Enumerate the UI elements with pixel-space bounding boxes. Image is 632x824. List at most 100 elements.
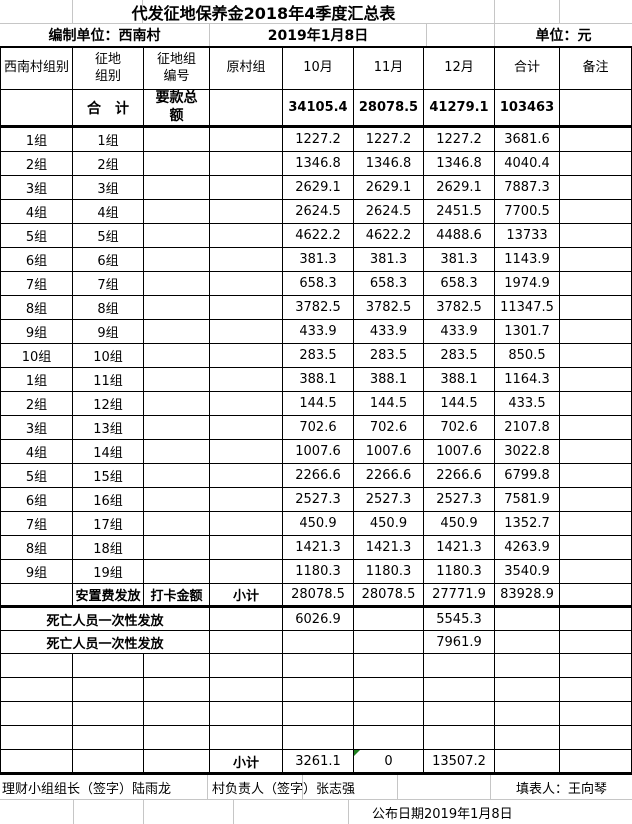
cell-remark: [560, 248, 632, 271]
placement-oct: 28078.5: [283, 584, 354, 605]
cell-oct: 702.6: [283, 416, 354, 439]
cell-oct: 381.3: [283, 248, 354, 271]
cell-village-group: 6组: [0, 488, 73, 511]
village-head-signature: 村负责人（签字）张志强: [212, 781, 356, 797]
cell-blank: [210, 631, 283, 653]
death-dec: 5545.3: [424, 608, 495, 630]
cell-oct: 1421.3: [283, 536, 354, 559]
cell-dec: 3782.5: [424, 296, 495, 319]
header-village-group: 西南村组别: [0, 48, 73, 89]
cell-village-group: 5组: [0, 224, 73, 247]
cell-dec: 2629.1: [424, 176, 495, 199]
cell-village-group: 3组: [0, 416, 73, 439]
cell-oct: 433.9: [283, 320, 354, 343]
cell-blank: [144, 702, 210, 725]
cell-nov: 2266.6: [354, 464, 424, 487]
table-row: 4组 4组 2624.5 2624.5 2451.5 7700.5: [0, 200, 632, 224]
cell-dec: 2527.3: [424, 488, 495, 511]
card-amount-label: 打卡金额: [144, 584, 210, 605]
death-total: [495, 608, 560, 630]
cell-nov: 702.6: [354, 416, 424, 439]
cell-village-group: 2组: [0, 152, 73, 175]
subtotal-dec: 13507.2: [424, 750, 495, 772]
table-row: 5组 15组 2266.6 2266.6 2266.6 6799.8: [0, 464, 632, 488]
death-nov: [354, 631, 424, 653]
cell-village-group: 9组: [0, 320, 73, 343]
cell-land-group-no: [144, 440, 210, 463]
meta-row: 编制单位：西南村 2019年1月8日 单位：元: [0, 24, 632, 48]
cell-land-group-no: [144, 272, 210, 295]
cell-nov: 388.1: [354, 368, 424, 391]
cell-blank: [424, 726, 495, 749]
death-payment-row: 死亡人员一次性发放 7961.9: [0, 631, 632, 654]
cell-blank: [283, 654, 354, 677]
grand-total-dec: 41279.1: [424, 90, 495, 125]
header-total: 合计: [495, 48, 560, 89]
cell-nov: 658.3: [354, 272, 424, 295]
table-row: 2组 2组 1346.8 1346.8 1346.8 4040.4: [0, 152, 632, 176]
cell-blank: [495, 750, 560, 772]
cell-orig-group: [210, 536, 283, 559]
cell-village-group: 7组: [0, 272, 73, 295]
cell-blank: [73, 654, 144, 677]
gridline: [233, 800, 234, 824]
cell-land-group-no: [144, 224, 210, 247]
currency-unit-label: 单位：元: [535, 28, 592, 44]
grand-total-row: 合 计 要款总 额 34105.4 28078.5 41279.1 103463: [0, 90, 632, 128]
report-date: 2019年1月8日: [210, 24, 427, 46]
cell-blank: [495, 654, 560, 677]
cell-dec: 658.3: [424, 272, 495, 295]
cell-nov: 1421.3: [354, 536, 424, 559]
cell-blank: [73, 726, 144, 749]
grand-total-nov: 28078.5: [354, 90, 424, 125]
cell-land-group-no: [144, 464, 210, 487]
cell-land-group: 15组: [73, 464, 144, 487]
cell-nov: 2624.5: [354, 200, 424, 223]
cell-blank: [283, 702, 354, 725]
cell-blank: [424, 654, 495, 677]
table-row: 7组 17组 450.9 450.9 450.9 1352.7: [0, 512, 632, 536]
cell-total: 7887.3: [495, 176, 560, 199]
page-title: 代发征地保养金2018年4季度汇总表: [131, 4, 396, 23]
cell-total: 1974.9: [495, 272, 560, 295]
cell-oct: 2527.3: [283, 488, 354, 511]
empty-row: [0, 726, 632, 750]
cell-land-group: 4组: [73, 200, 144, 223]
cell-blank: [560, 678, 632, 701]
cell-total: 433.5: [495, 392, 560, 415]
cell-blank: [73, 678, 144, 701]
cell-total: 3022.8: [495, 440, 560, 463]
table-row: 1组 11组 388.1 388.1 388.1 1164.3: [0, 368, 632, 392]
cell-orig-group: [210, 560, 283, 583]
cell-blank: [210, 702, 283, 725]
title-row-gridcell: [143, 0, 495, 23]
cell-blank: [73, 702, 144, 725]
cell-land-group-no: [144, 512, 210, 535]
gridline: [207, 775, 208, 799]
empty-row: [0, 654, 632, 678]
cell-land-group: 6组: [73, 248, 144, 271]
cell-total: 3540.9: [495, 560, 560, 583]
cell-village-group: 7组: [0, 512, 73, 535]
cell-orig-group: [210, 176, 283, 199]
cell-nov: 450.9: [354, 512, 424, 535]
cell-village-group: 4组: [0, 200, 73, 223]
cell-land-group-no: [144, 368, 210, 391]
cell-orig-group: [210, 344, 283, 367]
cell-land-group: 7组: [73, 272, 144, 295]
cell-dec: 388.1: [424, 368, 495, 391]
death-total: [495, 631, 560, 653]
table-row: 1组 1组 1227.2 1227.2 1227.2 3681.6: [0, 128, 632, 152]
cell-blank: [210, 678, 283, 701]
cell-blank: [560, 631, 632, 653]
cell-blank: [560, 726, 632, 749]
cell-blank: [354, 678, 424, 701]
cell-land-group: 13组: [73, 416, 144, 439]
title-row-gridcell: [73, 0, 143, 23]
cell-nov: 2527.3: [354, 488, 424, 511]
cell-oct: 658.3: [283, 272, 354, 295]
gridline: [73, 800, 74, 824]
cell-orig-group: [210, 512, 283, 535]
cell-oct: 1346.8: [283, 152, 354, 175]
cell-remark: [560, 464, 632, 487]
